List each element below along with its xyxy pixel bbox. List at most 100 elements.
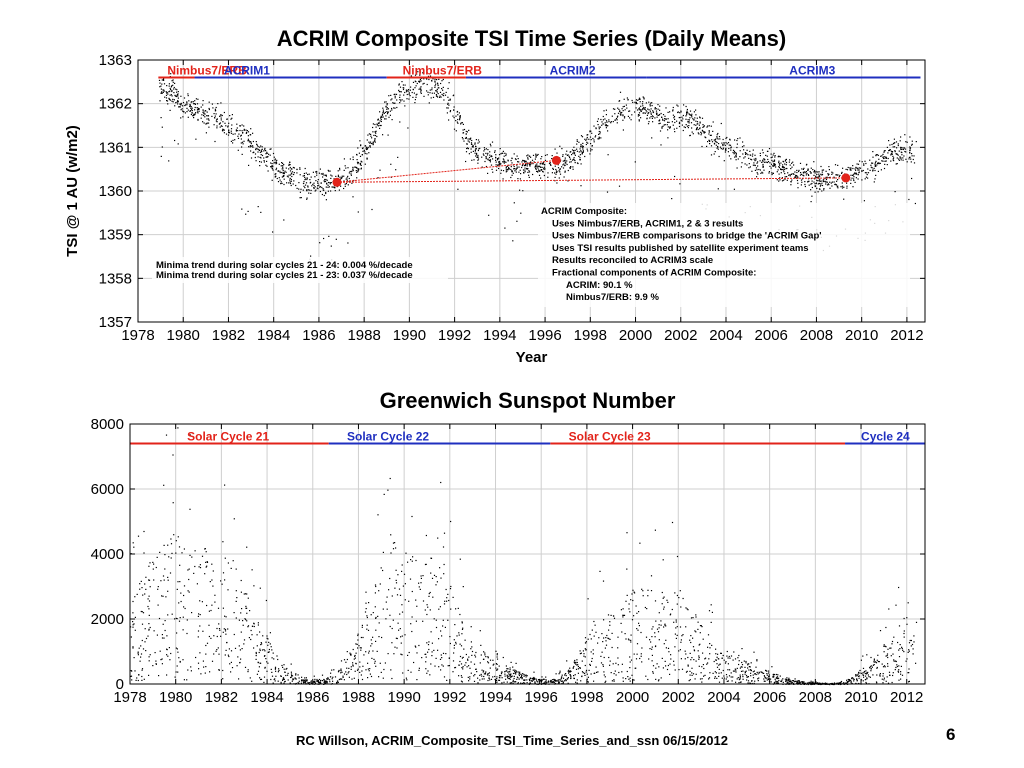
data-point (464, 137, 467, 139)
data-point (767, 158, 769, 161)
data-point (617, 112, 620, 114)
data-point (255, 655, 257, 657)
data-point (429, 92, 431, 94)
data-point (514, 170, 516, 172)
data-point (304, 681, 307, 683)
data-point (376, 135, 378, 138)
data-point (335, 175, 337, 177)
data-point (640, 653, 642, 655)
data-point (384, 101, 386, 103)
data-point (804, 181, 806, 183)
data-point (148, 660, 150, 662)
data-point (753, 162, 755, 164)
data-point (543, 682, 545, 684)
data-point (153, 563, 155, 565)
data-point (677, 111, 679, 114)
data-point (168, 91, 170, 93)
data-point (664, 660, 666, 662)
data-point (448, 665, 450, 667)
data-point (720, 652, 722, 654)
data-point (257, 624, 259, 626)
data-point (558, 177, 560, 179)
data-point (856, 674, 859, 676)
data-point (797, 682, 799, 684)
data-point (518, 673, 520, 675)
data-point (195, 98, 197, 100)
data-point (395, 579, 397, 581)
data-point (634, 101, 636, 103)
data-point (394, 587, 396, 589)
data-point (443, 532, 446, 534)
data-point (913, 635, 915, 637)
x-tick-label: 2006 (755, 327, 788, 344)
data-point (617, 107, 619, 109)
data-point (342, 675, 344, 677)
data-point (597, 118, 599, 120)
data-point (658, 627, 660, 629)
x-tick-label: 2000 (619, 327, 652, 344)
data-point (360, 145, 362, 147)
data-point (524, 682, 526, 684)
data-point (515, 171, 517, 173)
data-point (857, 675, 859, 677)
data-point (590, 673, 592, 675)
data-point (756, 176, 758, 178)
data-point (545, 676, 547, 678)
data-point (788, 677, 790, 679)
data-point (692, 133, 694, 135)
data-point (277, 671, 279, 673)
data-point (404, 84, 406, 86)
data-point (702, 664, 704, 666)
data-point (768, 148, 771, 150)
data-point (576, 140, 578, 142)
data-point (638, 611, 640, 613)
data-point (641, 661, 643, 663)
data-point (346, 667, 348, 669)
data-point (645, 636, 648, 638)
data-point (589, 664, 591, 666)
data-point (272, 682, 274, 684)
data-point (582, 146, 584, 148)
data-point (240, 591, 242, 593)
data-point (412, 556, 414, 558)
data-point (688, 125, 690, 127)
data-point (730, 676, 732, 678)
data-point (564, 161, 566, 163)
data-point (220, 115, 222, 117)
data-point (483, 678, 485, 680)
data-point (631, 619, 634, 621)
data-point (453, 117, 455, 119)
data-point (605, 120, 608, 122)
data-point (868, 676, 870, 678)
data-point (674, 118, 676, 120)
data-point (318, 172, 320, 174)
data-point (667, 647, 670, 649)
data-point (839, 682, 841, 684)
data-point (651, 137, 653, 139)
data-point (711, 139, 713, 141)
data-point (382, 112, 384, 114)
data-point (263, 157, 265, 159)
data-point (656, 663, 658, 665)
data-point (259, 165, 261, 167)
data-point (461, 137, 463, 139)
data-point (649, 648, 651, 650)
data-point (179, 617, 181, 619)
data-point (252, 145, 254, 147)
data-point (386, 113, 389, 115)
data-point (266, 160, 268, 162)
data-point (194, 106, 196, 109)
data-point (394, 646, 396, 648)
data-point (884, 150, 886, 152)
data-point (459, 655, 462, 658)
data-point (430, 663, 432, 665)
data-point (885, 655, 887, 657)
data-point (561, 166, 563, 168)
data-point (753, 682, 755, 684)
data-point (759, 152, 761, 154)
data-point (385, 118, 387, 120)
data-point (444, 626, 446, 628)
data-point (391, 595, 393, 597)
data-point (276, 162, 278, 164)
data-point (501, 682, 503, 684)
